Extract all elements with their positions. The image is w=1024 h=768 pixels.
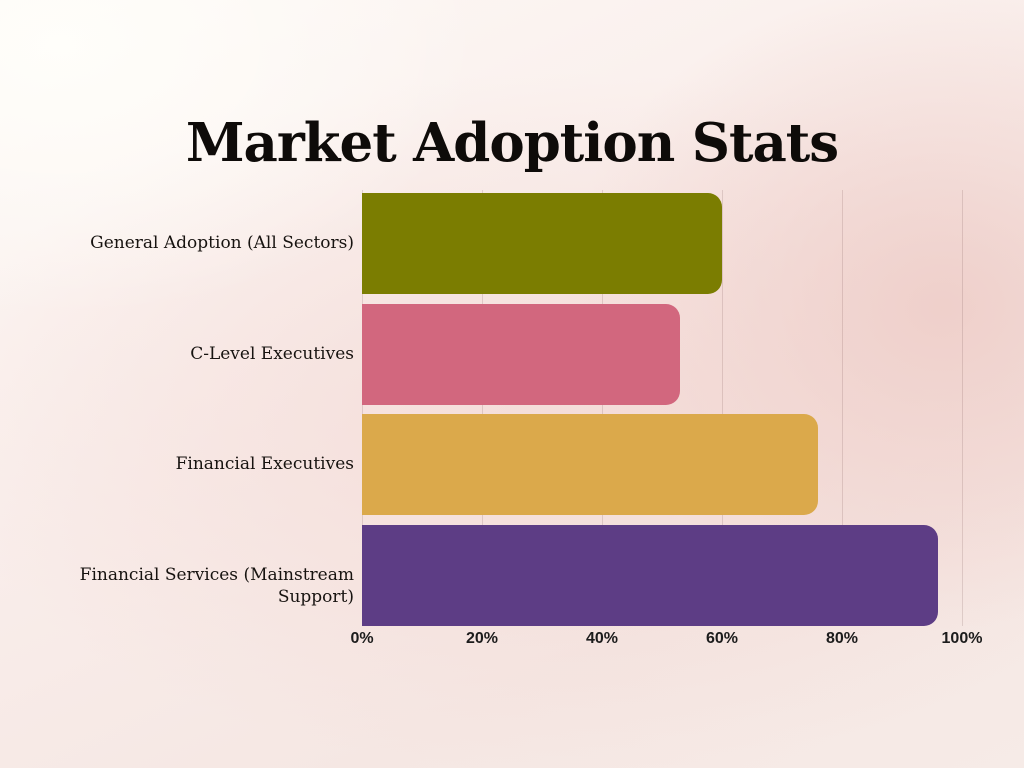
x-axis-tick: 0%: [350, 630, 374, 647]
bar-general-adoption: [362, 193, 722, 294]
bar-row: [362, 303, 962, 405]
bar-financial-executives: [362, 414, 818, 515]
plot-area: [362, 190, 963, 627]
gridline: [842, 190, 843, 626]
x-axis-tick: 40%: [585, 630, 619, 647]
x-axis-tick: 20%: [465, 630, 499, 647]
x-axis-tick: 80%: [825, 630, 859, 647]
bar-c-level-executives: [362, 303, 680, 405]
category-label: Financial Services (Mainstream Support): [79, 565, 354, 607]
category-label: General Adoption (All Sectors): [90, 233, 354, 253]
category-label: Financial Executives: [175, 454, 354, 474]
chart-title: Market Adoption Stats: [185, 111, 839, 174]
gridline: [962, 190, 963, 626]
gridline: [482, 190, 483, 626]
gridline: [722, 190, 723, 626]
bar-row: [362, 414, 962, 515]
gridline: [362, 190, 363, 626]
category-label: C-Level Executives: [190, 344, 354, 364]
bar-row: [362, 193, 962, 294]
gridline: [602, 190, 603, 626]
bar-row: [362, 524, 962, 626]
bar-financial-services: [362, 524, 938, 626]
x-axis-tick: 100%: [941, 630, 983, 647]
x-axis-tick: 60%: [705, 630, 739, 647]
